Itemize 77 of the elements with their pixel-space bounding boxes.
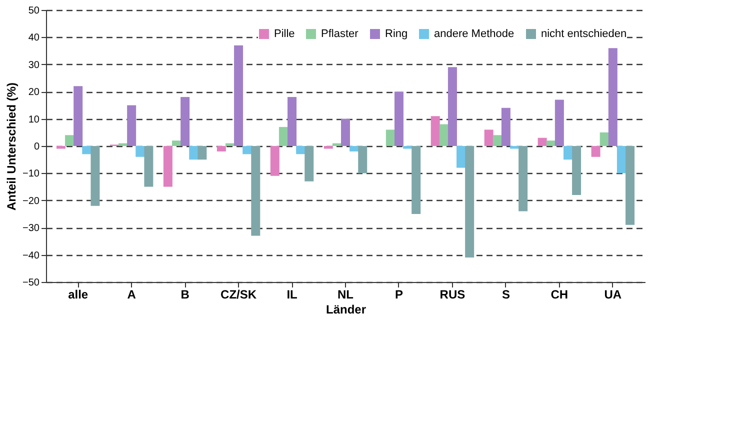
y-tick-label: −20	[22, 196, 40, 207]
x-tick-label: S	[502, 288, 510, 302]
x-tick-label: P	[394, 288, 403, 302]
bar	[242, 146, 252, 154]
bar	[341, 118, 350, 146]
bar	[501, 108, 510, 146]
bar	[439, 124, 448, 146]
bar	[350, 146, 359, 152]
x-tick-label: B	[180, 288, 190, 302]
legend-label: Pille	[274, 28, 295, 40]
bar	[324, 146, 333, 149]
bar	[189, 146, 198, 160]
y-tick-label: −40	[22, 250, 40, 262]
bar	[600, 132, 609, 146]
bar	[591, 146, 600, 157]
x-tick-label: CZ/SK	[220, 288, 257, 302]
y-axis-title: Anteil Unterschied (%)	[4, 82, 19, 211]
bar	[278, 126, 288, 146]
bar	[448, 67, 457, 146]
bar	[546, 140, 556, 146]
bar	[518, 146, 528, 212]
bar	[270, 146, 280, 176]
bar	[163, 146, 172, 187]
x-tick-label: IL	[286, 288, 298, 302]
bar	[572, 146, 582, 195]
bar	[180, 97, 190, 146]
bar	[136, 146, 145, 157]
y-tick-label: −30	[22, 223, 40, 234]
y-tick-label: 50	[28, 6, 40, 16]
legend-label: andere Methode	[434, 28, 514, 40]
x-tick-label: RUS	[440, 288, 466, 302]
bar	[144, 146, 154, 187]
bar	[251, 146, 260, 236]
bar	[127, 105, 136, 146]
bar	[65, 135, 74, 146]
bar	[288, 97, 297, 146]
bar	[90, 146, 100, 206]
bar	[554, 100, 564, 146]
legend-label: Ring	[385, 28, 408, 40]
bar	[616, 146, 626, 174]
bar	[412, 146, 421, 214]
bar	[74, 86, 83, 146]
bar	[386, 130, 395, 146]
bar	[465, 146, 474, 258]
y-tick-label: 0	[34, 142, 40, 152]
legend-label: Pflaster	[321, 28, 359, 40]
x-axis-title: Länder	[326, 302, 366, 316]
y-tick-label: −50	[22, 278, 40, 288]
x-tick-label: alle	[68, 288, 88, 302]
bar	[484, 130, 494, 146]
bar	[198, 146, 207, 160]
x-tick-label: UA	[604, 288, 622, 302]
bar	[538, 138, 547, 146]
bar	[296, 146, 306, 154]
bar	[608, 48, 618, 146]
y-tick-label: 20	[28, 87, 40, 98]
bar	[563, 146, 572, 160]
bar	[172, 140, 181, 146]
y-tick-label: 10	[28, 114, 40, 126]
bar	[430, 116, 440, 146]
bar	[456, 146, 466, 168]
y-tick-label: −10	[22, 168, 40, 180]
y-tick-label: 30	[28, 60, 40, 71]
bar	[82, 146, 92, 154]
x-tick-label: NL	[338, 288, 354, 302]
x-tick-label: A	[127, 288, 136, 302]
bar	[626, 146, 635, 225]
bar	[56, 146, 66, 149]
legend-label: nicht entschieden	[541, 28, 627, 40]
bar	[304, 146, 314, 182]
bar	[358, 146, 368, 174]
bar	[492, 135, 502, 146]
bar	[234, 45, 244, 146]
bar	[394, 92, 404, 146]
x-tick-label: CH	[550, 288, 568, 302]
bar	[216, 146, 226, 152]
y-tick-label: 40	[28, 32, 40, 44]
